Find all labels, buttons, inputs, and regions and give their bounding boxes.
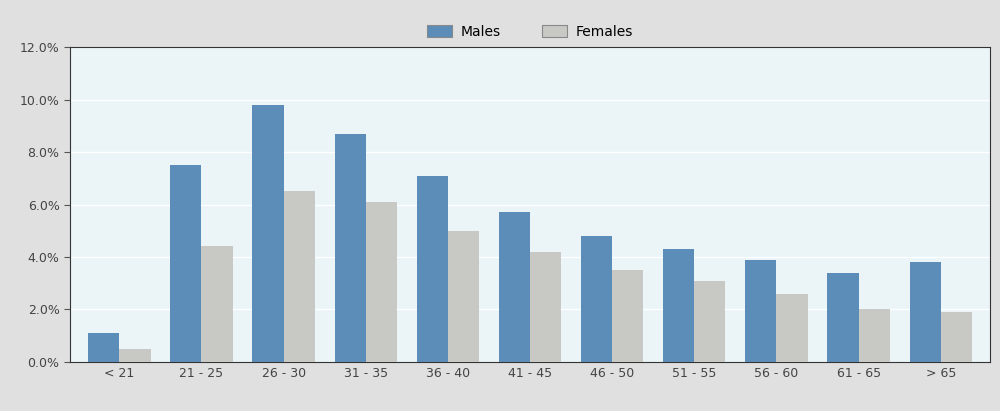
Bar (417, 176, 448, 362)
Bar (581, 236, 612, 362)
Legend: Males, Females: Males, Females (422, 19, 638, 44)
Bar (499, 212, 530, 362)
Bar (776, 293, 808, 362)
Bar (201, 247, 233, 362)
Bar (859, 309, 890, 362)
Bar (663, 249, 694, 362)
Bar (530, 252, 561, 362)
Bar (694, 281, 725, 362)
Bar (119, 349, 150, 362)
Bar (284, 192, 315, 362)
Bar (252, 105, 284, 362)
Bar (170, 165, 201, 362)
Bar (745, 260, 776, 362)
Bar (941, 312, 972, 362)
Bar (448, 231, 479, 362)
Bar (612, 270, 643, 362)
Bar (827, 272, 859, 362)
Bar (334, 134, 366, 362)
Bar (910, 262, 941, 362)
Bar (88, 333, 119, 362)
Bar (366, 202, 397, 362)
